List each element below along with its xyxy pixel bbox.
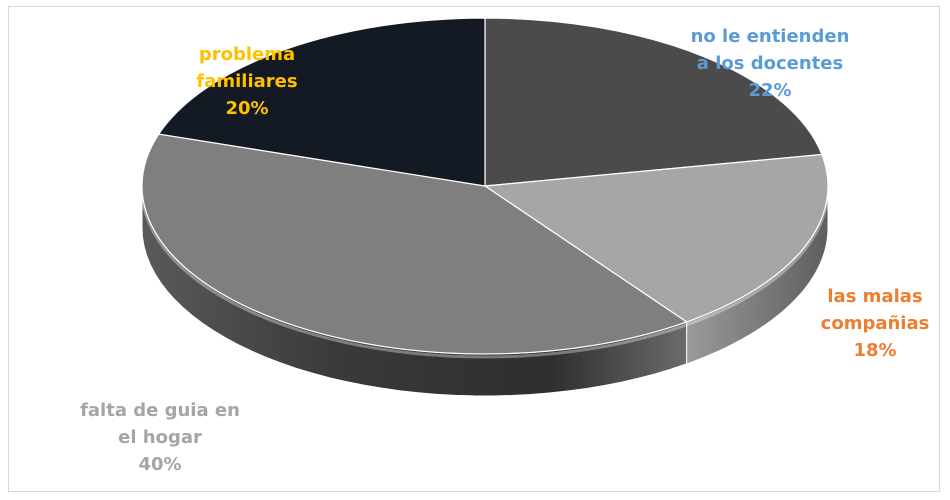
pie-slice-0	[484, 17, 823, 187]
slice-label-line-2-0: falta de guia en	[80, 400, 240, 421]
slice-percent-3: 20%	[225, 98, 268, 119]
slice-percent-2: 40%	[138, 454, 181, 475]
slice-label-line-3-0: problema	[199, 44, 295, 65]
slice-label-line-2-1: el hogar	[118, 427, 202, 448]
slice-label-line-1-1: compañias	[821, 313, 930, 334]
slice-label-3: problema familiares 20%	[196, 44, 297, 119]
pie-slice-1	[483, 153, 829, 323]
label-layer: no le entienden a los docentes 22% las mala…	[80, 26, 929, 475]
slice-label-2: falta de guia en el hogar 40%	[80, 400, 240, 475]
slice-label-line-1-0: las malas	[827, 286, 922, 307]
slice-label-0: no le entienden a los docentes 22%	[691, 26, 850, 101]
slice-percent-0: 22%	[748, 80, 791, 101]
slice-label-line-3-1: familiares	[196, 71, 297, 92]
slice-label-line-0-0: no le entienden	[691, 26, 850, 47]
pie-rim-highlight	[140, 188, 830, 359]
pie-slice-3	[157, 17, 486, 187]
slice-label-1: las malas compañias 18%	[821, 286, 930, 361]
pie-top-layer	[141, 17, 829, 355]
slice-percent-1: 18%	[853, 340, 896, 361]
pie-slice-2	[141, 133, 688, 355]
slice-label-line-0-1: a los docentes	[697, 53, 843, 74]
